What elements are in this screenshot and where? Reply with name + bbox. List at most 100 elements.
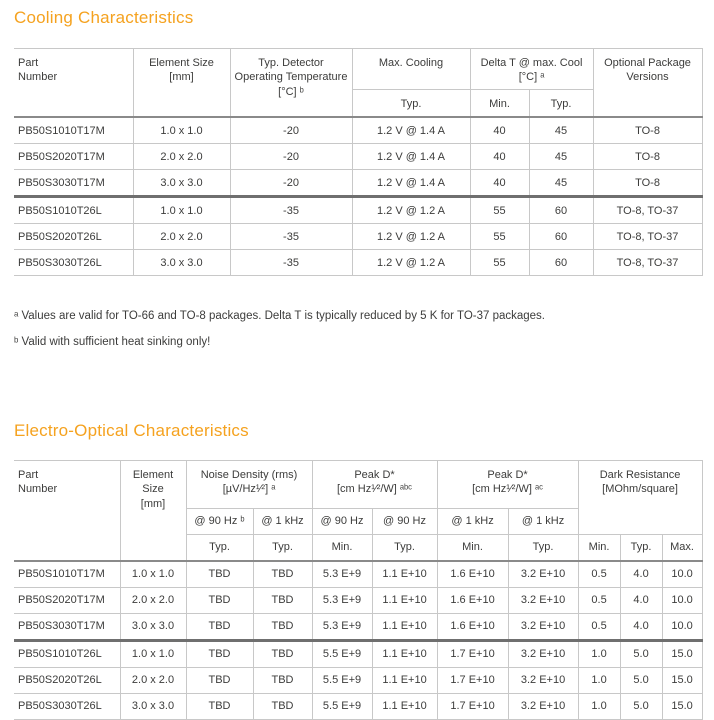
cell: TO-8: [592, 116, 703, 145]
cell: 1.0: [577, 666, 621, 694]
cell: TO-8: [592, 169, 703, 198]
col-header-peak-d-90hz: Peak D* [cm Hz¹⁄²/W] ᵃᵇᶜ: [311, 460, 438, 510]
cell: TBD: [185, 638, 254, 668]
cell: TBD: [252, 638, 313, 668]
cell: 55: [469, 195, 530, 225]
table-row: PB50S1010T17M 1.0 x 1.0 -20 1.2 V @ 1.4 …: [14, 116, 703, 145]
cell: 45: [528, 143, 594, 171]
cell: -20: [229, 116, 353, 145]
cell: 1.1 E+10: [371, 612, 438, 641]
electro-optical-section-title: Electro-Optical Characteristics: [14, 421, 249, 441]
cell: 1.0 x 1.0: [119, 638, 187, 668]
cell: 2.0 x 2.0: [119, 666, 187, 694]
cell: 1.1 E+10: [371, 586, 438, 614]
cooling-footnotes: ᵃ Values are valid for TO-66 and TO-8 pa…: [14, 303, 702, 355]
cell: 10.0: [661, 559, 703, 588]
cell: 1.7 E+10: [436, 666, 509, 694]
cell: 10.0: [661, 586, 703, 614]
cell: 15.0: [661, 638, 703, 668]
header-subrow-stat: Typ. Typ. Min. Typ. Min. Typ. Min. Typ. …: [14, 534, 703, 562]
cell: TO-8: [592, 143, 703, 171]
cell: 40: [469, 143, 530, 171]
cell: TO-8, TO-37: [592, 249, 703, 277]
cell: 3.0 x 3.0: [119, 612, 187, 641]
table-row: PB50S3030T26L 3.0 x 3.0 -35 1.2 V @ 1.2 …: [14, 249, 703, 277]
table-row: PB50S3030T17M 3.0 x 3.0 -20 1.2 V @ 1.4 …: [14, 169, 703, 198]
cell: 3.2 E+10: [507, 638, 579, 668]
cell: 0.5: [577, 559, 621, 588]
cell: TBD: [185, 586, 254, 614]
cell: TBD: [252, 559, 313, 588]
cell: 3.2 E+10: [507, 612, 579, 641]
col-header-delta-t: Delta T @ max. Cool [°C] ᵃ: [469, 48, 594, 90]
cell: -35: [229, 249, 353, 277]
cell: 2.0 x 2.0: [132, 223, 231, 251]
col-header-part-number: Part Number: [14, 48, 134, 118]
cell: 3.2 E+10: [507, 586, 579, 614]
part-number-cell: PB50S3030T26L: [14, 249, 134, 277]
cell: 1.0: [577, 692, 621, 720]
cell: 5.3 E+9: [311, 559, 373, 588]
cell: 3.2 E+10: [507, 559, 579, 588]
header-subrow-frequency: @ 90 Hz ᵇ @ 1 kHz @ 90 Hz @ 90 Hz @ 1 kH…: [14, 508, 702, 536]
col-header-max-cooling: Max. Cooling: [351, 48, 471, 90]
cell: -35: [229, 195, 353, 225]
part-number-cell: PB50S2020T17M: [14, 143, 134, 171]
cell: 1.1 E+10: [371, 666, 438, 694]
table-row: PB50S1010T26L 1.0 x 1.0 TBD TBD 5.5 E+9 …: [14, 638, 703, 668]
col-header-detector-temperature: Typ. Detector Operating Temperature [°C]…: [229, 48, 353, 118]
cell: 1.0 x 1.0: [119, 559, 187, 588]
table-row: PB50S2020T26L 2.0 x 2.0 TBD TBD 5.5 E+9 …: [14, 666, 703, 694]
col-header-max-cooling-typ: Typ.: [352, 88, 471, 118]
cell: 55: [469, 249, 530, 277]
cell: 5.0: [619, 638, 663, 668]
part-number-cell: PB50S2020T26L: [14, 666, 121, 694]
cell: 1.6 E+10: [436, 559, 509, 588]
part-number-cell: PB50S3030T17M: [14, 169, 134, 198]
cell: TBD: [252, 666, 313, 694]
cell: 1.7 E+10: [436, 692, 509, 720]
cell: 1.2 V @ 1.2 A: [351, 249, 471, 277]
cell: TBD: [252, 586, 313, 614]
cell: 1.1 E+10: [371, 692, 438, 720]
cell: 40: [469, 116, 530, 145]
cell: 5.5 E+9: [311, 692, 373, 720]
cell: 1.2 V @ 1.2 A: [351, 195, 471, 225]
cell: 1.6 E+10: [436, 612, 509, 641]
part-number-cell: PB50S3030T17M: [14, 612, 121, 641]
col-header-peak-d-1khz: Peak D* [cm Hz¹⁄²/W] ᵃᶜ: [436, 460, 579, 510]
cooling-table-body: PB50S1010T17M 1.0 x 1.0 -20 1.2 V @ 1.4 …: [14, 116, 703, 277]
cell: 1.1 E+10: [371, 638, 438, 668]
col-header-freq: @ 90 Hz: [311, 508, 373, 536]
electro-optical-characteristics-table: Part Number Element Size [mm] Noise Dens…: [14, 460, 703, 720]
cell: -35: [229, 223, 353, 251]
cell: 60: [528, 223, 594, 251]
col-header-stat: Typ.: [619, 534, 663, 562]
col-header-delta-t-typ: Typ.: [528, 88, 594, 118]
col-header-delta-t-min: Min.: [469, 88, 530, 118]
cell: 1.2 V @ 1.4 A: [351, 116, 471, 145]
cell: TBD: [252, 612, 313, 641]
cell: 1.0: [577, 638, 621, 668]
part-number-cell: PB50S1010T17M: [14, 116, 134, 145]
col-header-element-size: Element Size [mm]: [132, 48, 231, 118]
cell: -20: [229, 143, 353, 171]
cooling-section-title: Cooling Characteristics: [14, 8, 194, 27]
table-row: PB50S3030T26L 3.0 x 3.0 TBD TBD 5.5 E+9 …: [14, 692, 703, 720]
cell: 3.0 x 3.0: [132, 249, 231, 277]
footnote-a: ᵃ Values are valid for TO-66 and TO-8 pa…: [14, 310, 546, 323]
cell: 60: [528, 249, 594, 277]
table-row: PB50S2020T17M 2.0 x 2.0 -20 1.2 V @ 1.4 …: [14, 143, 703, 171]
cell: 15.0: [661, 666, 703, 694]
cell: 1.0 x 1.0: [132, 116, 231, 145]
cell: 3.0 x 3.0: [132, 169, 231, 198]
cell: 4.0: [619, 586, 663, 614]
cell: -20: [229, 169, 353, 198]
part-number-cell: PB50S1010T26L: [14, 638, 121, 668]
cell: 5.3 E+9: [311, 586, 373, 614]
cell: 3.2 E+10: [507, 666, 579, 694]
footnote-b: ᵇ Valid with sufficient heat sinking onl…: [14, 336, 211, 349]
cell: 2.0 x 2.0: [119, 586, 187, 614]
cell: TBD: [185, 666, 254, 694]
cooling-characteristics-table: Part Number Element Size [mm] Typ. Detec…: [14, 48, 703, 277]
